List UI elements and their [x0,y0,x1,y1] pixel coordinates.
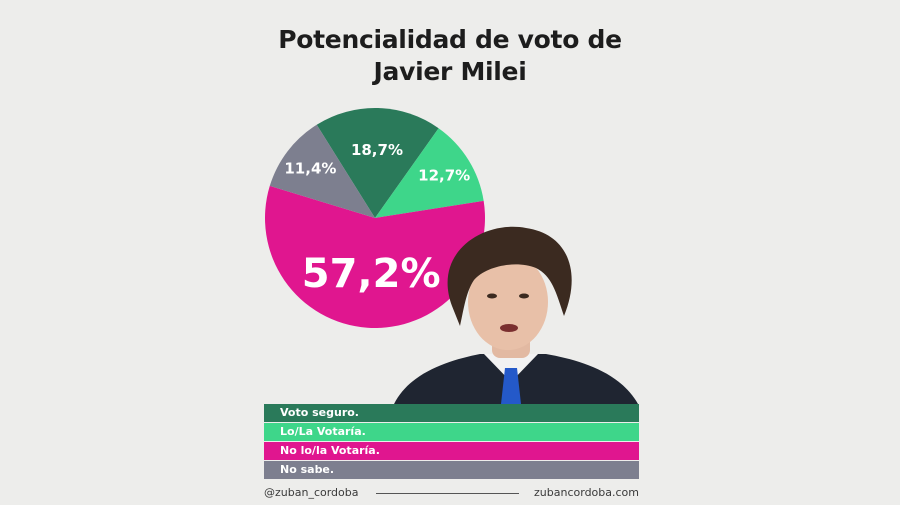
portrait-tie [501,368,521,404]
title-line-2: Javier Milei [373,57,527,86]
portrait-eye-right [519,293,529,299]
legend-label: Voto seguro. [280,406,359,419]
pie-slice-no-lo-la-votaria [265,185,486,328]
candidate-portrait [394,226,638,404]
pie-label-lo-la-votaria: 12,7% [418,166,470,184]
legend-item-no-sabe: No sabe. [264,461,639,479]
legend-label: Lo/La Votaría. [280,425,366,438]
legend-label: No sabe. [280,463,335,476]
legend-item-no-lo-la-votaria: No lo/la Votaría. [264,442,639,460]
pie-label-no-sabe: 11,4% [284,160,336,178]
pie-label-voto-seguro: 18,7% [351,141,403,159]
footer: @zuban_cordoba zubancordoba.com [264,484,639,502]
portrait-hair [447,226,572,326]
portrait-face [468,254,548,350]
legend-item-lo-la-votaria: Lo/La Votaría. [264,423,639,441]
portrait-eye-left [487,293,497,299]
legend-label: No lo/la Votaría. [280,444,380,457]
portrait-mouth [500,324,518,332]
pie-slice-no-sabe [269,124,375,218]
social-handle: @zuban_cordoba [264,486,359,499]
pie-label-no-lo-la-votaria: 57,2% [302,251,441,297]
title-line-1: Potencialidad de voto de [278,25,622,54]
legend-item-voto-seguro: Voto seguro. [264,404,639,422]
legend: Voto seguro. Lo/La Votaría. No lo/la Vot… [264,404,639,480]
chart-title: Potencialidad de voto de Javier Milei [0,24,900,88]
pie-slice-voto-seguro [316,108,439,218]
pie-slice-lo-la-votaria [375,128,484,218]
footer-divider [376,493,519,494]
website-url: zubancordoba.com [534,486,639,499]
